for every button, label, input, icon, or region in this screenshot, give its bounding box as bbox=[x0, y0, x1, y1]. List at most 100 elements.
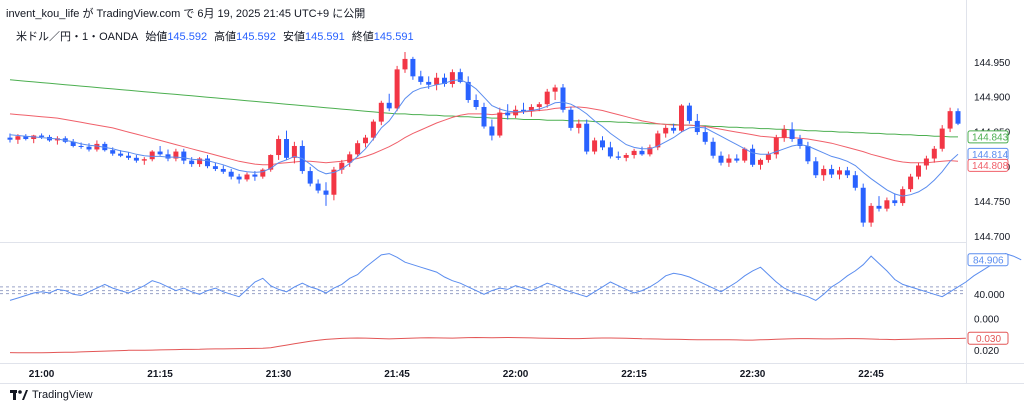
candle-body bbox=[544, 91, 550, 105]
candle-body bbox=[655, 133, 661, 148]
candle-body bbox=[607, 147, 613, 157]
price-tick-label: 144.950 bbox=[974, 58, 1011, 69]
tradingview-logo[interactable]: TradingView bbox=[10, 389, 93, 401]
candle-body bbox=[576, 123, 582, 128]
time-tick-label: 22:15 bbox=[621, 369, 647, 380]
candle-body bbox=[758, 159, 763, 165]
candle-body bbox=[197, 158, 203, 165]
candle-body bbox=[647, 147, 653, 155]
candle-body bbox=[189, 160, 195, 165]
candle-body bbox=[307, 171, 313, 184]
tradingview-logo-icon bbox=[10, 390, 28, 400]
price-tick-label: 144.900 bbox=[974, 93, 1011, 104]
candle-body bbox=[505, 112, 511, 116]
candle-body bbox=[568, 109, 574, 128]
candle-body bbox=[742, 148, 748, 161]
candle-body bbox=[220, 168, 226, 172]
candle-body bbox=[947, 111, 953, 129]
oscillator2-tick-label: 0.020 bbox=[974, 346, 999, 357]
time-tick-label: 22:45 bbox=[858, 369, 884, 380]
open-label: 始値 bbox=[145, 31, 168, 43]
candle-body bbox=[916, 165, 921, 177]
candle-body bbox=[244, 174, 250, 180]
candle-body bbox=[631, 150, 637, 156]
candle-body bbox=[955, 111, 961, 124]
candle-body bbox=[805, 145, 811, 162]
candle-body bbox=[252, 174, 258, 177]
oscillator2-tag-label: 0.030 bbox=[976, 334, 1001, 345]
candle-body bbox=[449, 72, 455, 84]
time-tick-label: 21:00 bbox=[29, 369, 55, 380]
candle-body bbox=[663, 127, 669, 134]
tradingview-logo-text: TradingView bbox=[32, 389, 93, 401]
candle-body bbox=[726, 158, 732, 163]
time-tick-label: 21:30 bbox=[266, 369, 292, 380]
candle-body bbox=[584, 123, 590, 152]
candle-body bbox=[592, 140, 598, 152]
candle-body bbox=[78, 145, 84, 147]
candle-body bbox=[829, 168, 835, 175]
candle-body bbox=[789, 129, 795, 140]
candle-body bbox=[228, 171, 234, 177]
candle-body bbox=[268, 155, 274, 170]
candle-body bbox=[734, 158, 740, 161]
candle-body bbox=[671, 127, 677, 131]
candle-body bbox=[797, 139, 803, 146]
candle-body bbox=[528, 106, 534, 112]
candle-body bbox=[260, 169, 266, 177]
candle-body bbox=[110, 150, 116, 154]
open-value: 145.592 bbox=[167, 31, 208, 43]
candle-body bbox=[418, 76, 424, 82]
oscillator2-line bbox=[9, 336, 966, 354]
candle-body bbox=[521, 109, 526, 112]
candle-body bbox=[876, 205, 882, 209]
price-tick-label: 144.700 bbox=[974, 232, 1011, 243]
candle-body bbox=[39, 135, 45, 137]
oscillator-tick-label: 0.000 bbox=[974, 314, 999, 325]
low-label: 安値 bbox=[282, 31, 305, 43]
time-tick-label: 22:00 bbox=[503, 369, 529, 380]
candle-body bbox=[323, 190, 329, 195]
candle-body bbox=[844, 170, 850, 176]
candle-body bbox=[426, 81, 432, 85]
candle-body bbox=[481, 106, 487, 127]
candle-body bbox=[600, 140, 605, 148]
candle-body bbox=[291, 145, 297, 158]
candle-body bbox=[410, 58, 416, 77]
candle-body bbox=[212, 166, 218, 169]
candle-body bbox=[939, 128, 945, 149]
price-axis[interactable]: 144.950144.900144.850144.800144.750144.7… bbox=[974, 58, 1011, 357]
oscillator-tag-box bbox=[967, 253, 1009, 267]
candle-body bbox=[821, 168, 827, 176]
candle-body bbox=[908, 176, 914, 190]
candle-body bbox=[118, 153, 124, 156]
candle-body bbox=[94, 143, 100, 150]
candle-body bbox=[165, 154, 171, 159]
time-axis[interactable]: 21:00 21:15 21:30 21:45 22:00 22:15 22:30 22:45 bbox=[29, 369, 885, 380]
time-tick-label: 21:15 bbox=[147, 369, 173, 380]
ma-fast-line bbox=[9, 79, 959, 197]
price-tag-box bbox=[967, 158, 1009, 172]
oscillator-levels bbox=[0, 286, 966, 295]
candle-body bbox=[386, 102, 392, 109]
candle-body bbox=[370, 121, 376, 138]
candle-body bbox=[931, 148, 937, 159]
candle-body bbox=[813, 161, 819, 176]
candle-body bbox=[710, 141, 716, 156]
symbol-legend: 米ドル／円・1・OANDA 始値145.592 高値145.592 安値145.… bbox=[16, 28, 418, 44]
candle-body bbox=[339, 162, 345, 170]
candle-body bbox=[860, 187, 866, 223]
candle-body bbox=[181, 151, 187, 161]
publisher-line: invent_kou_life が TradingView.com で 6月 1… bbox=[6, 8, 366, 20]
candle-body bbox=[173, 151, 179, 159]
price-tag-box bbox=[967, 130, 1009, 144]
price-tag-label: 144.814 bbox=[972, 150, 1009, 161]
candle-body bbox=[347, 154, 353, 163]
candle-body bbox=[284, 139, 289, 158]
candle-body bbox=[133, 157, 139, 161]
low-value: 145.591 bbox=[304, 31, 345, 43]
symbol-name[interactable]: 米ドル／円・1・OANDA bbox=[16, 31, 139, 43]
time-tick-label: 21:45 bbox=[384, 369, 410, 380]
candle-body bbox=[686, 105, 692, 121]
